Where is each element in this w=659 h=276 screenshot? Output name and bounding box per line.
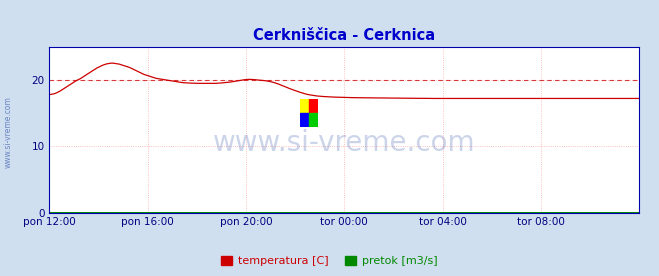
Bar — [309, 99, 318, 113]
Legend: temperatura [C], pretok [m3/s]: temperatura [C], pretok [m3/s] — [217, 251, 442, 270]
Bar — [300, 99, 309, 113]
Title: Cerkniščica - Cerknica: Cerkniščica - Cerknica — [253, 28, 436, 43]
Text: www.si-vreme.com: www.si-vreme.com — [3, 97, 13, 168]
Text: www.si-vreme.com: www.si-vreme.com — [213, 129, 476, 157]
Bar — [309, 113, 318, 127]
Bar — [300, 113, 309, 127]
